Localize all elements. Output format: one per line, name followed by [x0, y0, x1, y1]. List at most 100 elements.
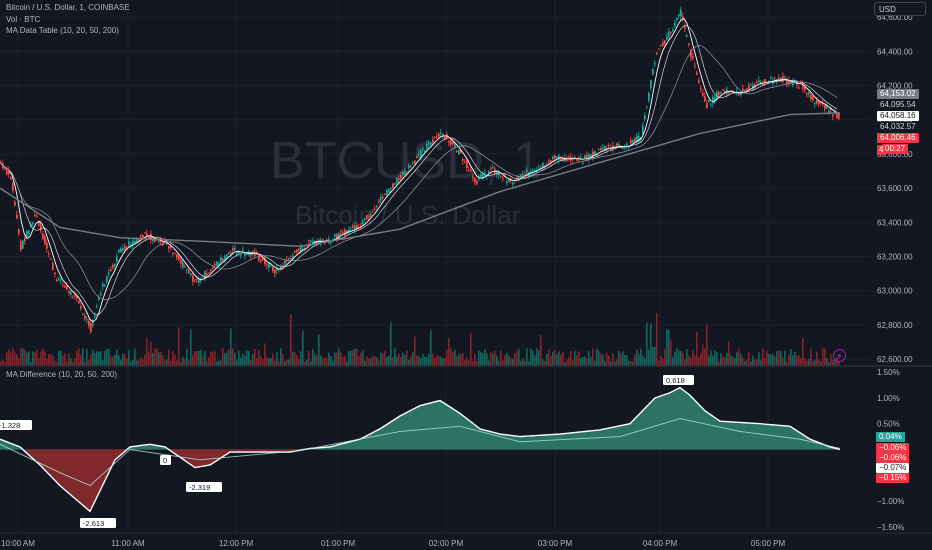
volume-bar [676, 348, 678, 366]
volume-bar [774, 356, 776, 366]
candle-body [492, 167, 494, 169]
candle-body [154, 239, 156, 243]
volume-bar [626, 355, 628, 366]
ma-20-line [0, 25, 838, 316]
moving-averages [0, 18, 841, 323]
volume-bar [60, 350, 62, 366]
candle-body [360, 225, 362, 228]
candle-body [746, 88, 748, 91]
candle-body [206, 273, 208, 276]
candle-body [532, 170, 534, 173]
volume-bar [356, 348, 358, 366]
candle-body [478, 177, 480, 180]
candle-body [26, 231, 28, 237]
candle-body [356, 225, 358, 230]
candle-body [618, 144, 620, 146]
volume-bar [44, 351, 46, 366]
volume-bar [480, 351, 482, 366]
volume-bar [42, 348, 44, 366]
volume-bar [172, 351, 174, 366]
watermark-name: Bitcoin / U.S. Dollar [295, 200, 521, 230]
lightning-icon[interactable]: ⚡ [833, 349, 846, 362]
volume-bar [834, 360, 836, 366]
volume-bar [410, 356, 412, 366]
volume-bar [232, 348, 234, 366]
alert-count-badge[interactable]: 4 [877, 145, 886, 155]
volume-bar [738, 348, 740, 366]
candle-body [72, 297, 74, 299]
price-label: 64,095.54 [877, 100, 919, 110]
ma-difference-axis[interactable]: −1.50% −1.00% 0.50% 1.00% 1.50% [877, 368, 904, 532]
volume-bar [336, 352, 338, 366]
price-tick-label: 64,400.00 [877, 47, 913, 56]
volume-bar [268, 358, 270, 366]
volume-bar [62, 355, 64, 366]
volume-bar [176, 360, 178, 366]
volume-bar [224, 353, 226, 366]
candle-body [604, 146, 606, 151]
candle-body [246, 254, 248, 256]
candle-body [838, 113, 840, 119]
volume-bar [644, 358, 646, 366]
volume-bar [10, 352, 12, 366]
volume-bar [132, 359, 134, 366]
candle-body [552, 156, 554, 159]
candle-body [38, 221, 40, 226]
volume-bar [376, 357, 378, 366]
candle-body [378, 200, 380, 203]
candle-body [82, 314, 84, 316]
candle-body [296, 249, 298, 253]
candle-body [276, 267, 278, 271]
volume-bar [8, 349, 10, 366]
volume-bar [422, 353, 424, 366]
volume-bar [36, 349, 38, 366]
candle-body [96, 306, 98, 308]
candle-body [54, 272, 56, 275]
candle-body [540, 165, 542, 167]
symbol-legend[interactable]: Bitcoin / U.S. Dollar, 1, COINBASE [6, 3, 130, 12]
ma-difference-legend[interactable]: MA Difference (10, 20, 50, 200) [6, 370, 117, 379]
candle-body [766, 82, 768, 84]
volume-bar [34, 352, 36, 366]
volume-bar [318, 334, 320, 366]
candle-body [594, 151, 596, 156]
candle-body [408, 164, 410, 169]
volume-bar [2, 359, 4, 366]
candle-body [488, 170, 490, 173]
candle-body [600, 148, 602, 151]
volume-bar [832, 359, 834, 366]
annotation-box [160, 455, 171, 465]
time-axis[interactable]: 10:00 AM 11:00 AM 12:00 PM 01:00 PM 02:00 PM… [0, 532, 932, 548]
candle-body [500, 176, 502, 178]
volume-bar [542, 359, 544, 366]
volume-bar [402, 352, 404, 366]
price-label: 64,032.57 [877, 122, 919, 132]
currency-button[interactable]: USD [874, 2, 926, 16]
candle-body [130, 244, 132, 246]
volume-bar [736, 352, 738, 366]
time-tick-label: 03:00 PM [538, 539, 573, 548]
volume-bar [764, 357, 766, 366]
candle-body [476, 181, 478, 184]
volume-bar [548, 349, 550, 366]
volume-bar [802, 337, 804, 366]
volume-bar [108, 348, 110, 366]
volume-bar [478, 350, 480, 366]
volume-bar [222, 348, 224, 366]
ma-table-legend[interactable]: MA Data Table (10, 20, 50, 200) [6, 26, 119, 35]
candle-body [536, 169, 538, 171]
volume-legend[interactable]: Vol · BTC [6, 15, 40, 24]
volume-bar [684, 359, 686, 366]
candle-body [664, 40, 666, 44]
price-axis[interactable]: 62,600.00 62,800.00 63,000.00 63,200.00 63,4… [877, 13, 913, 364]
volume-bar [40, 351, 42, 366]
candle-body [686, 35, 688, 37]
candle-body [414, 160, 416, 164]
candle-body [114, 263, 116, 267]
volume-bar [106, 349, 108, 366]
candle-body [768, 80, 770, 83]
candle-body [262, 258, 264, 261]
volume-bar [416, 355, 418, 366]
ma-200-line [0, 112, 841, 247]
